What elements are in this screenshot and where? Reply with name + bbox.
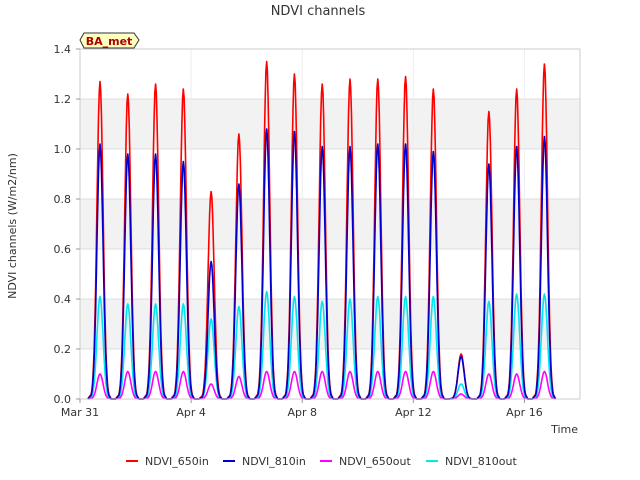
y-tick-label: 0.0 (54, 393, 72, 406)
background-band (80, 199, 580, 249)
x-tick-label: Mar 31 (61, 406, 99, 419)
site-badge: BA_met (79, 32, 140, 49)
plot-frame (79, 48, 581, 400)
legend-label: NDVI_650out (339, 455, 411, 468)
legend: NDVI_650in NDVI_810in NDVI_650out NDVI_810o… (126, 455, 517, 468)
background-bands (80, 99, 580, 349)
y-tick-label: 0.8 (54, 193, 72, 206)
y-tick-label: 0.2 (54, 343, 72, 356)
x-tick-label: Apr 12 (395, 406, 432, 419)
legend-label: NDVI_810in (242, 455, 306, 468)
y-tick-label: 0.4 (54, 293, 72, 306)
x-tick-label: Apr 8 (287, 406, 317, 419)
x-tick-label: Apr 4 (176, 406, 206, 419)
series-line-ndvi_650out (87, 370, 556, 400)
series-line-ndvi_810in (87, 128, 557, 400)
badge-label: BA_met (86, 35, 133, 48)
y-tick-label: 1.0 (54, 143, 72, 156)
legend-label: NDVI_650in (145, 455, 209, 468)
y-axis-label: NDVI channels (W/m2/nm) (6, 153, 19, 299)
x-axis-label: Time (550, 423, 578, 436)
y-tick-label: 1.4 (54, 43, 72, 56)
series-line-ndvi_810out (87, 290, 557, 400)
y-tick-label: 1.2 (54, 93, 72, 106)
series-lines (87, 60, 557, 400)
background-band (80, 299, 580, 349)
background-band (80, 99, 580, 149)
badge-shape (79, 32, 140, 49)
chart-title: NDVI channels (271, 4, 366, 19)
x-tick-label: Apr 16 (506, 406, 543, 419)
legend-label: NDVI_810out (445, 455, 517, 468)
y-tick-label: 0.6 (54, 243, 72, 256)
x-axis-ticks: Mar 31 Apr 4 Apr 8 Apr 12 Apr 16 (61, 399, 543, 419)
y-axis-ticks: 0.0 0.2 0.4 0.6 0.8 1.0 1.2 1.4 (54, 43, 80, 406)
